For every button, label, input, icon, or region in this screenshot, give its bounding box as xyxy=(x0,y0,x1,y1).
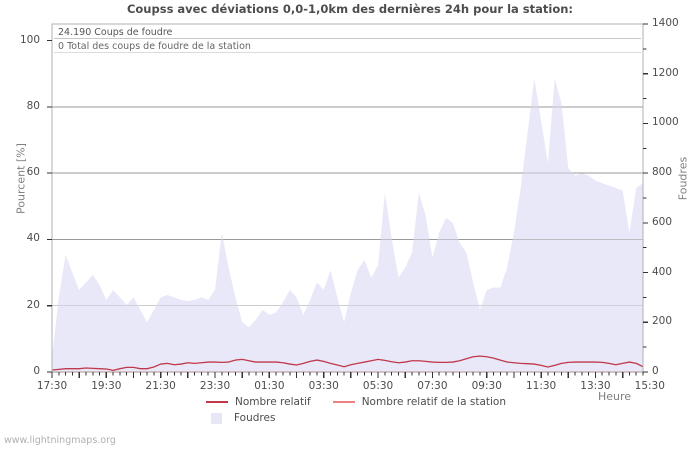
y-axis-tick-right: 1200 xyxy=(652,66,679,79)
legend-label-nombre-relatif: Nombre relatif xyxy=(235,396,311,408)
legend-swatch-line-icon xyxy=(332,400,355,404)
x-axis-tick: 05:30 xyxy=(362,380,394,392)
y-axis-tick-right: 800 xyxy=(652,166,673,179)
chart-title: Coupss avec déviations 0,0-1,0km des der… xyxy=(126,2,574,16)
x-axis-tick: 19:30 xyxy=(91,380,122,392)
y-axis-tick-left: 80 xyxy=(26,99,40,112)
legend-swatch-box-icon xyxy=(211,412,222,424)
x-axis-tick: 17:30 xyxy=(36,380,68,392)
legend-item-nombre-relatif: Nombre relatif xyxy=(206,396,311,408)
y-axis-tick-left: 40 xyxy=(26,232,40,245)
watermark: www.lightningmaps.org xyxy=(4,435,116,446)
legend-row-area: Foudres xyxy=(206,412,297,424)
y-axis-label-left: Pourcent [%] xyxy=(14,143,28,214)
x-axis-tick: 23:30 xyxy=(199,380,231,392)
x-axis-tick: 09:30 xyxy=(471,380,502,392)
y-axis-tick-left: 0 xyxy=(33,365,40,377)
x-axis-tick: 21:30 xyxy=(145,380,176,392)
x-axis-tick: 15:30 xyxy=(634,380,665,392)
legend-swatch-line-icon xyxy=(206,400,228,404)
x-axis-label: Heure xyxy=(598,390,632,403)
legend-row-lines: Nombre relatif Nombre relatif de la stat… xyxy=(206,396,528,408)
x-axis-tick: 11:30 xyxy=(525,380,557,392)
x-axis-tick: 03:30 xyxy=(308,380,339,392)
legend-item-nombre-relatif-station: Nombre relatif de la station xyxy=(332,396,506,408)
y-axis-label-right: Foudres xyxy=(676,156,690,201)
legend-label-nombre-relatif-station: Nombre relatif de la station xyxy=(361,396,506,408)
y-axis-tick-right: 0 xyxy=(652,365,659,377)
y-axis-tick-left: 60 xyxy=(26,166,40,179)
annotation-total-strokes: 24.190 Coups de foudre xyxy=(58,27,173,38)
x-axis-tick: 07:30 xyxy=(417,380,448,392)
legend-item-foudres: Foudres xyxy=(206,412,275,424)
x-axis-tick: 13:30 xyxy=(580,380,611,392)
y-axis-tick-right: 200 xyxy=(652,315,673,328)
x-axis-tick: 01:30 xyxy=(254,380,285,392)
legend-label-foudres: Foudres xyxy=(234,412,276,424)
y-axis-tick-right: 600 xyxy=(652,215,673,228)
annotation-station-strokes: 0 Total des coups de foudre de la statio… xyxy=(58,41,251,52)
y-axis-tick-left: 100 xyxy=(19,33,40,46)
y-axis-tick-right: 1000 xyxy=(652,116,679,129)
y-axis-tick-right: 1400 xyxy=(652,17,679,29)
y-axis-tick-right: 400 xyxy=(652,265,673,278)
y-axis-tick-left: 20 xyxy=(26,298,40,311)
